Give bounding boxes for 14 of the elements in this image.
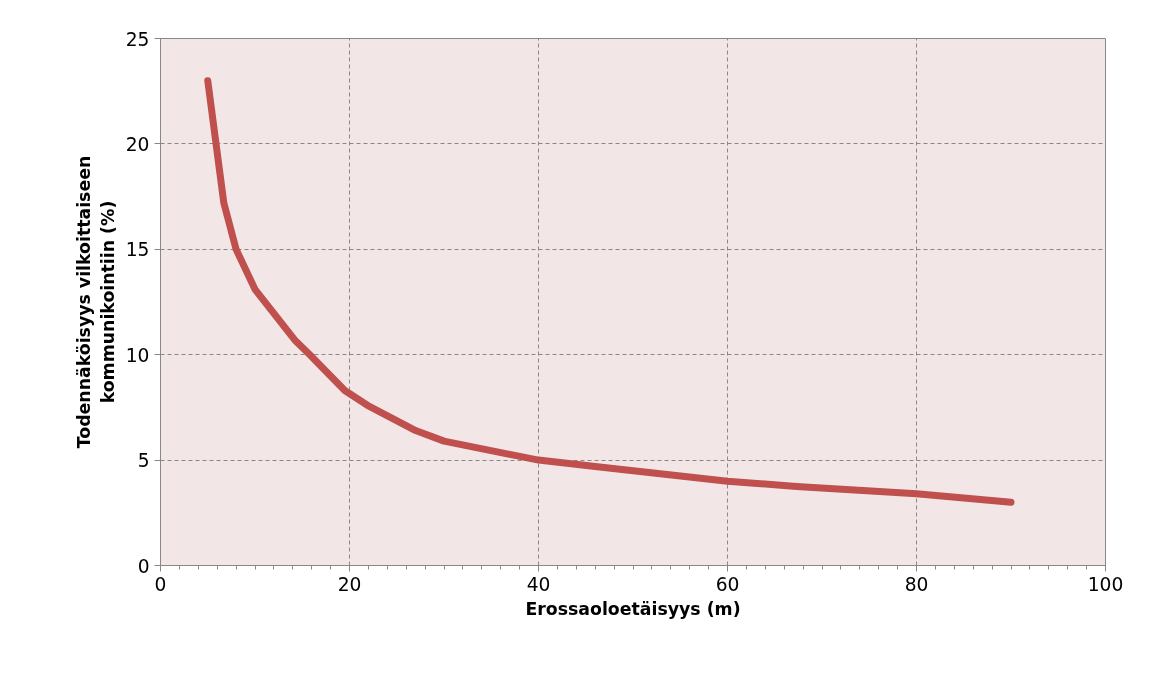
y-tick-label: 5 xyxy=(137,450,150,472)
x-tick-label: 40 xyxy=(526,573,551,595)
y-tick-label: 10 xyxy=(125,344,150,366)
y-axis-title: Todennäköisyys vilkoittaiseen kommunikointiin (%) xyxy=(73,155,118,449)
x-tick-label: 100 xyxy=(1087,573,1124,595)
x-axis-title: Erossaoloetäisyys (m) xyxy=(525,598,741,619)
x-tick-label: 0 xyxy=(154,573,167,595)
x-tick-label: 20 xyxy=(337,573,362,595)
y-tick-label: 20 xyxy=(125,133,150,155)
x-tick-label: 80 xyxy=(904,573,929,595)
x-tick-label: 60 xyxy=(715,573,740,595)
y-tick-label: 25 xyxy=(125,28,150,50)
y-tick-label: 15 xyxy=(125,239,150,261)
y-tick-label: 0 xyxy=(137,555,150,577)
